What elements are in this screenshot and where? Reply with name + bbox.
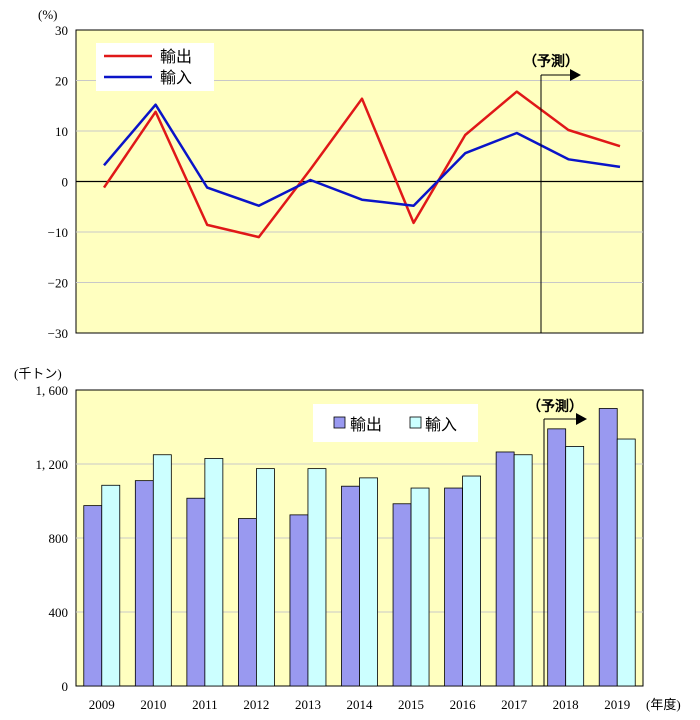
import-bar: [256, 468, 275, 687]
bar-x-tick-label: 2010: [140, 697, 166, 712]
legend-label-export: 輸出: [160, 47, 192, 66]
legend-swatch-export-bar: [333, 416, 346, 429]
export-bar: [598, 408, 618, 687]
export-series-line: [102, 90, 621, 239]
import-bar: [307, 468, 327, 687]
bar-legend-label-export: 輸出: [350, 415, 382, 434]
import-bar: [410, 487, 430, 687]
bar-forecast-marker: （予測）: [527, 398, 587, 686]
line-y-tick-label: −10: [48, 225, 68, 240]
line-y-tick-label: −20: [48, 276, 68, 291]
import-bar: [359, 477, 378, 687]
line-chart: (%) 30 20 10 0 −10 −20 −30 輸出 輸入 （予測）: [38, 7, 644, 341]
import-bar: [204, 458, 224, 687]
line-legend-box: [96, 43, 214, 91]
line-y-tick-label: 20: [55, 74, 68, 89]
bar-x-tick-label: 2015: [398, 697, 424, 712]
line-y-tick-label: 30: [55, 23, 68, 38]
export-bar: [444, 487, 463, 687]
export-bar: [392, 503, 412, 687]
bar-y-tick-label: 400: [49, 605, 69, 620]
export-bar: [83, 505, 103, 687]
bar-x-unit-label: (年度): [646, 697, 681, 712]
bar-x-tick-label: 2018: [553, 697, 579, 712]
import-bar: [565, 446, 585, 687]
import-bar: [616, 438, 636, 687]
bar-x-tick-label: 2014: [347, 697, 374, 712]
bar-x-tick-label: 2017: [501, 697, 528, 712]
bar-y-tick-label: 1, 600: [36, 383, 69, 398]
export-bar: [547, 428, 567, 687]
bar-x-tick-label: 2012: [243, 697, 269, 712]
bar-x-tick-label: 2011: [192, 697, 218, 712]
export-bar: [134, 480, 154, 687]
bar-x-tick-label: 2019: [604, 697, 630, 712]
forecast-arrow-head: [570, 69, 581, 81]
bar-x-tick-label: 2013: [295, 697, 321, 712]
export-bar: [238, 518, 257, 687]
legend-swatch-import-bar: [409, 416, 422, 429]
bar-legend: 輸出 輸入: [313, 404, 478, 442]
line-forecast-marker: （予測）: [523, 53, 581, 333]
line-legend: 輸出 輸入: [96, 43, 214, 91]
import-series-line: [103, 103, 621, 207]
import-bar: [462, 475, 481, 687]
line-unit-label: (%): [38, 7, 58, 22]
export-bar: [495, 451, 515, 687]
bar-x-ticks: 2009 2010 2011 2012 2013 2014 2015 2016 2017 2018…: [89, 697, 630, 712]
bar-x-tick-label: 2016: [450, 697, 477, 712]
bar-y-tick-label: 800: [49, 531, 69, 546]
export-bar: [289, 514, 309, 687]
bar-forecast-arrow-head: [576, 413, 587, 425]
line-y-tick-label: 10: [55, 124, 68, 139]
legend-label-import: 輸入: [160, 68, 192, 87]
bar-y-tick-label: 0: [62, 679, 69, 694]
bar-legend-label-import: 輸入: [425, 415, 457, 434]
line-y-tick-label: 0: [62, 175, 69, 190]
bar-forecast-label: （予測）: [527, 398, 583, 415]
line-y-ticks: 30 20 10 0 −10 −20 −30: [48, 23, 68, 341]
import-bar: [513, 454, 533, 687]
import-bar: [101, 484, 121, 687]
bar-series-group: [83, 408, 636, 687]
line-forecast-label: （予測）: [523, 53, 579, 70]
line-y-tick-label: −30: [48, 326, 68, 341]
bar-y-tick-label: 1, 200: [36, 457, 69, 472]
bar-x-tick-label: 2009: [89, 697, 115, 712]
bar-y-ticks: 1, 600 1, 200 800 400 0: [36, 383, 69, 694]
export-bar: [186, 497, 206, 687]
export-bar: [341, 485, 360, 687]
bar-unit-label: (千トン): [14, 366, 62, 381]
line-series-group: [102, 90, 621, 239]
import-bar: [152, 454, 172, 687]
